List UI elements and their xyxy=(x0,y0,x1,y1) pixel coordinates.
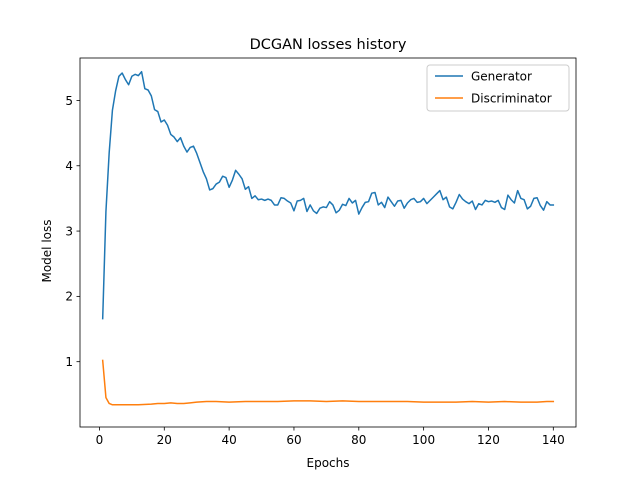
y-tick-label: 1 xyxy=(65,355,73,369)
x-tick-label: 0 xyxy=(96,433,104,447)
axes-frame xyxy=(79,57,577,428)
legend-label-discriminator: Discriminator xyxy=(471,91,552,105)
y-axis-label: Model loss xyxy=(40,219,54,282)
plot-area xyxy=(101,70,555,406)
x-tick-label: 40 xyxy=(221,433,236,447)
series-line-generator xyxy=(101,70,555,320)
x-tick-label: 100 xyxy=(412,433,435,447)
x-tick-label: 120 xyxy=(477,433,500,447)
x-axis-label: Epochs xyxy=(307,456,350,470)
legend: Generator Discriminator xyxy=(426,64,570,112)
axes: 0 20 40 60 80 100 120 140 1 2 3 4 5 xyxy=(65,57,577,447)
legend-label-generator: Generator xyxy=(471,69,532,83)
x-tick-label: 140 xyxy=(542,433,565,447)
y-tick-label: 3 xyxy=(65,224,73,238)
chart-title: DCGAN losses history xyxy=(250,37,407,53)
y-tick-label: 2 xyxy=(65,290,73,304)
y-tick-label: 5 xyxy=(65,94,73,108)
x-tick-label: 80 xyxy=(351,433,366,447)
x-tick-label: 20 xyxy=(157,433,172,447)
y-tick-label: 4 xyxy=(65,159,73,173)
x-tick-label: 60 xyxy=(286,433,301,447)
series-line-discriminator xyxy=(101,359,555,406)
